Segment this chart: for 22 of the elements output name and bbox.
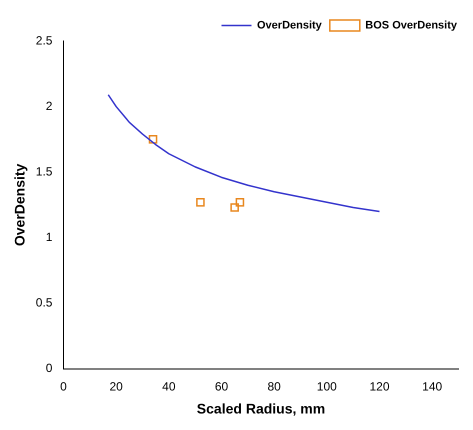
y-tick-label: 0.5 [36,296,53,310]
point [236,198,244,207]
y-axis-title: OverDensity [11,163,28,246]
legend-label: OverDensity [256,20,323,32]
x-tick-label: 100 [316,379,338,394]
x-tick-label: 20 [109,379,124,394]
x-tick-label: 0 [60,379,68,394]
y-tick-label: 1 [46,230,53,244]
point [196,198,205,207]
x-tick-label: 80 [267,379,282,394]
y-tick-label: 2.5 [36,33,53,48]
y-tick-label: 0 [46,361,53,376]
y-tick-label: 1.5 [36,164,53,178]
x-tick-label: 120 [369,379,390,394]
x-tick-label: 60 [214,379,228,394]
point [230,203,239,212]
x-tick-label: 40 [162,379,176,394]
legend-label: BOS OverDensity [365,20,458,32]
y-tick-label: 2 [46,98,53,113]
point [148,135,158,144]
x-axis-title: Scaled Radius, mm [196,400,326,416]
x-tick-label: 140 [422,379,442,394]
